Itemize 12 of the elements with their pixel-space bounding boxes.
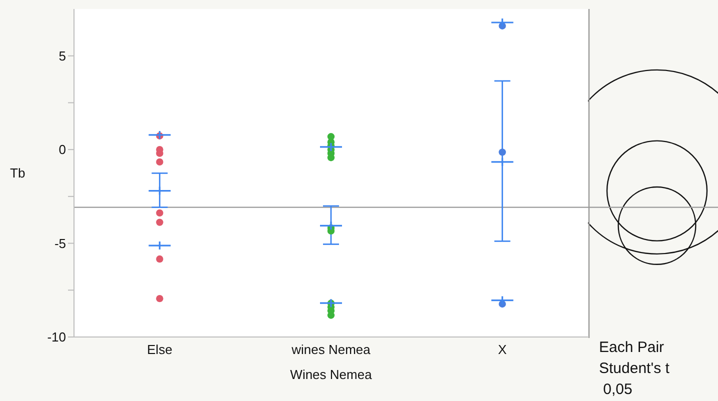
x-tick-label: wines Nemea bbox=[290, 342, 372, 358]
x-tick-label: Else bbox=[147, 342, 172, 358]
y-tick-label: 5 bbox=[58, 48, 66, 64]
y-axis-title: Tb bbox=[10, 166, 26, 181]
y-tick-label: -10 bbox=[47, 330, 66, 345]
text: Each Pair bbox=[599, 338, 664, 358]
y-tick-label: -5 bbox=[54, 236, 66, 251]
x-axis-title: Wines Nemea bbox=[290, 367, 373, 382]
text: 0,05 bbox=[602, 380, 632, 400]
text: Student's t bbox=[599, 359, 670, 379]
x-tick-label: X bbox=[498, 342, 507, 358]
y-tick-label: 0 bbox=[58, 142, 66, 158]
